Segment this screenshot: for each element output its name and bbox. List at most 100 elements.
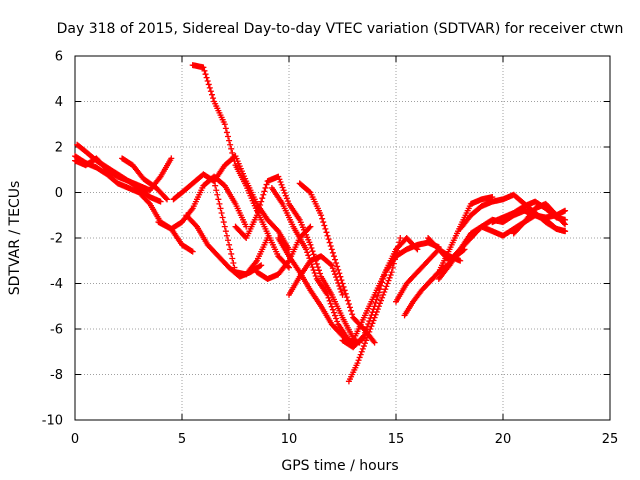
y-tick-label: 2 [55, 141, 63, 156]
x-axis-label: GPS time / hours [281, 458, 398, 474]
data-point [365, 320, 372, 327]
data-point [222, 125, 229, 132]
data-point [384, 280, 391, 287]
data-point [335, 266, 342, 273]
data-point [379, 294, 386, 301]
data-point [322, 225, 329, 232]
data-point [261, 188, 268, 195]
data-point [359, 345, 366, 352]
data-point [385, 277, 392, 284]
data-point [328, 246, 335, 253]
data-point [368, 323, 375, 330]
data-point [204, 78, 211, 85]
data-point [376, 300, 383, 307]
data-point [346, 304, 353, 311]
y-tick-label: 0 [55, 186, 63, 201]
data-point [312, 272, 319, 279]
data-point [309, 248, 316, 255]
data-point [311, 270, 318, 277]
data-point [216, 200, 223, 207]
data-point [225, 237, 232, 244]
data-point [372, 311, 379, 318]
data-point [280, 187, 287, 194]
data-point [306, 188, 313, 195]
data-point [366, 328, 373, 335]
data-point [373, 308, 380, 315]
data-point [304, 249, 311, 256]
data-point [212, 182, 219, 189]
y-tick-label: -2 [50, 232, 63, 247]
data-point [365, 331, 372, 338]
data-point [229, 255, 236, 262]
series-arc-27 [521, 207, 569, 221]
series-arc-17 [345, 235, 404, 385]
data-point [343, 294, 350, 301]
data-point [382, 286, 389, 293]
data-point [356, 354, 363, 361]
data-point [329, 249, 336, 256]
data-point [253, 212, 260, 219]
data-point [342, 290, 349, 297]
data-point [333, 274, 340, 281]
data-point [286, 264, 292, 271]
data-point [328, 262, 335, 269]
data-point [354, 360, 361, 367]
data-point [348, 307, 355, 314]
data-point [220, 219, 227, 226]
data-point [333, 315, 340, 322]
data-point [371, 314, 378, 321]
data-point [189, 248, 196, 255]
data-point [330, 309, 337, 316]
y-tick-label: 6 [55, 50, 63, 65]
series-arc-4 [119, 155, 171, 203]
data-point [396, 239, 403, 246]
data-point [321, 222, 328, 229]
data-point [229, 149, 236, 156]
data-point [307, 223, 314, 230]
data-point [349, 311, 356, 318]
data-point [206, 84, 213, 91]
data-point [330, 253, 337, 260]
data-point [281, 189, 288, 196]
data-point [395, 243, 402, 250]
data-point [397, 235, 404, 241]
series-arc-6 [189, 62, 292, 271]
data-point [310, 267, 317, 274]
data-point [227, 141, 234, 148]
data-point [336, 270, 343, 277]
data-point [383, 283, 390, 290]
data-point [330, 268, 337, 275]
data-point [335, 280, 342, 287]
data-point [329, 265, 336, 272]
data-point [318, 212, 325, 219]
data-point [205, 81, 212, 88]
data-point [221, 223, 228, 230]
y-tick-label: -4 [50, 277, 63, 292]
data-point [323, 229, 330, 236]
series-arc-10 [232, 173, 357, 342]
x-tick-label: 5 [178, 432, 186, 447]
data-point [279, 184, 286, 191]
data-point [275, 173, 282, 180]
chart-title: Day 318 of 2015, Sidereal Day-to-day VTE… [57, 21, 624, 37]
x-tick-label: 25 [602, 432, 619, 447]
data-point [340, 283, 347, 290]
data-point [560, 220, 567, 227]
data-point [219, 214, 226, 221]
data-point [203, 74, 210, 81]
data-point [329, 306, 336, 313]
data-point [325, 236, 332, 243]
data-point [317, 270, 324, 277]
data-point [262, 184, 269, 191]
data-point [326, 297, 333, 304]
data-point [254, 208, 261, 215]
data-point [328, 303, 335, 310]
data-point [257, 202, 264, 209]
data-point [188, 247, 195, 254]
data-point [360, 332, 367, 339]
data-point [210, 95, 217, 102]
data-point [168, 155, 175, 162]
data-point [387, 271, 394, 278]
data-point [363, 337, 370, 344]
data-point [355, 357, 362, 364]
